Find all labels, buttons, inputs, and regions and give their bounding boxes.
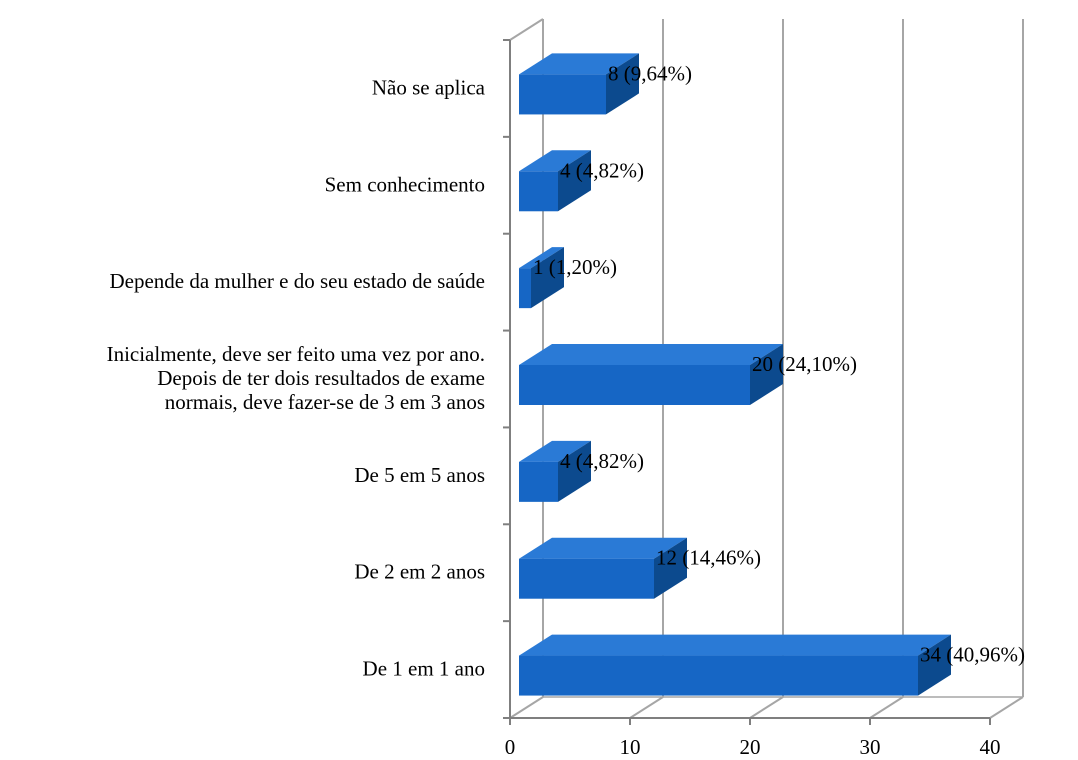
x-tick-label: 40 (980, 735, 1001, 759)
category-label: Inicialmente, deve ser feito uma vez por… (107, 342, 485, 366)
bar-top-2 (519, 247, 564, 269)
bar-side-2 (531, 247, 564, 309)
bar-5 (519, 558, 654, 599)
data-label: 34 (40,96%) (920, 643, 1025, 667)
floor-line-10 (629, 696, 664, 719)
bar-6 (519, 655, 918, 696)
data-label: 20 (24,10%) (752, 352, 857, 376)
floor-line-0 (509, 696, 544, 719)
label-layer: 0 10 20 30 40 8 (9,64%) Não se aplica 4 (4,82%)… (107, 61, 1025, 759)
bar-top-5 (519, 537, 687, 559)
data-label: 4 (4,82%) (560, 449, 644, 473)
category-label: De 2 em 2 anos (354, 560, 485, 584)
data-label: 4 (4,82%) (560, 158, 644, 182)
data-label: 1 (1,20%) (533, 255, 617, 279)
side-wall-top (509, 18, 544, 41)
bar-top-1 (519, 150, 591, 172)
category-label: Sem conhecimento (325, 172, 485, 196)
bar-2 (519, 268, 531, 309)
bar-side-5 (654, 537, 687, 599)
bar-layer (519, 53, 951, 696)
data-label: 12 (14,46%) (656, 546, 761, 570)
category-label: De 5 em 5 anos (354, 463, 485, 487)
floor-line-40 (989, 696, 1024, 719)
bar-side-0 (606, 53, 639, 115)
bar-4 (519, 461, 558, 502)
bar-top-6 (519, 634, 951, 656)
bar-0 (519, 74, 606, 115)
bar-top-3 (519, 344, 783, 365)
data-label: 8 (9,64%) (608, 61, 692, 85)
category-label: Depende da mulher e do seu estado de saú… (109, 269, 485, 293)
floor-line-20 (749, 696, 784, 719)
bar-1 (519, 171, 558, 212)
category-label: Depois de ter dois resultados de exame (157, 366, 485, 390)
bar-side-4 (558, 440, 591, 502)
x-tick-label: 0 (505, 735, 516, 759)
floor-line-30 (869, 696, 904, 719)
bar-side-6 (918, 634, 951, 696)
bar-side-1 (558, 150, 591, 212)
x-tick-label: 10 (620, 735, 641, 759)
x-tick-label: 30 (860, 735, 881, 759)
category-label: normais, deve fazer-se de 3 em 3 anos (165, 390, 485, 414)
category-label: De 1 em 1 ano (363, 657, 485, 681)
category-label: Não se aplica (372, 75, 486, 99)
x-tick-label: 20 (740, 735, 761, 759)
bar-side-3 (750, 344, 783, 405)
bar-top-4 (519, 440, 591, 462)
bar-3 (519, 365, 750, 405)
bar-top-0 (519, 53, 639, 75)
